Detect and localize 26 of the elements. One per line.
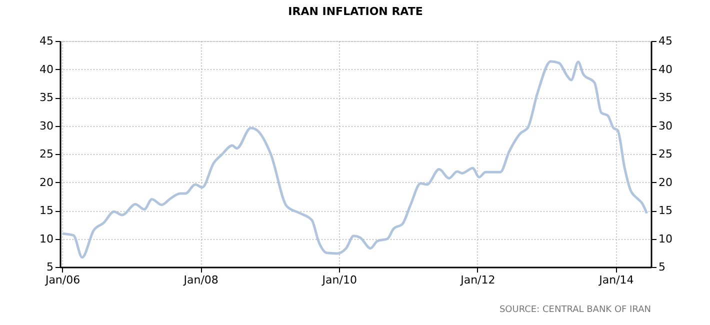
- x-tick-label: Jan/08: [182, 274, 218, 286]
- y2-tick-label: 30: [658, 119, 672, 132]
- y2-tick-label: 45: [658, 34, 672, 48]
- y-tick-label: 10: [40, 232, 54, 246]
- y2-tick-label: 40: [658, 62, 672, 76]
- y2-tick-label: 20: [658, 176, 672, 189]
- x-tick-label: Jan/14: [598, 274, 634, 286]
- y-tick-label: 20: [40, 176, 54, 189]
- source-note: SOURCE: CENTRAL BANK OF IRAN: [499, 305, 651, 315]
- chart-title: IRAN INFLATION RATE: [288, 5, 423, 18]
- x-tick-label: Jan/12: [460, 274, 496, 286]
- y2-tick-label: 5: [658, 260, 666, 274]
- y2-tick-label: 25: [658, 148, 672, 160]
- y-tick-label: 40: [40, 62, 54, 76]
- y2-tick-label: 10: [658, 232, 672, 246]
- y-tick-label: 15: [40, 204, 54, 217]
- y-tick-label: 25: [40, 148, 54, 160]
- y-tick-label: 5: [46, 260, 54, 274]
- y2-tick-label: 15: [658, 204, 672, 217]
- y-tick-label: 45: [40, 34, 54, 48]
- y2-tick-label: 35: [658, 91, 672, 104]
- line-series: [61, 60, 648, 259]
- y-tick-label: 30: [40, 119, 54, 132]
- y-tick-label: 35: [40, 91, 54, 104]
- x-tick-label: Jan/10: [321, 274, 357, 286]
- x-tick-label: Jan/06: [44, 274, 80, 286]
